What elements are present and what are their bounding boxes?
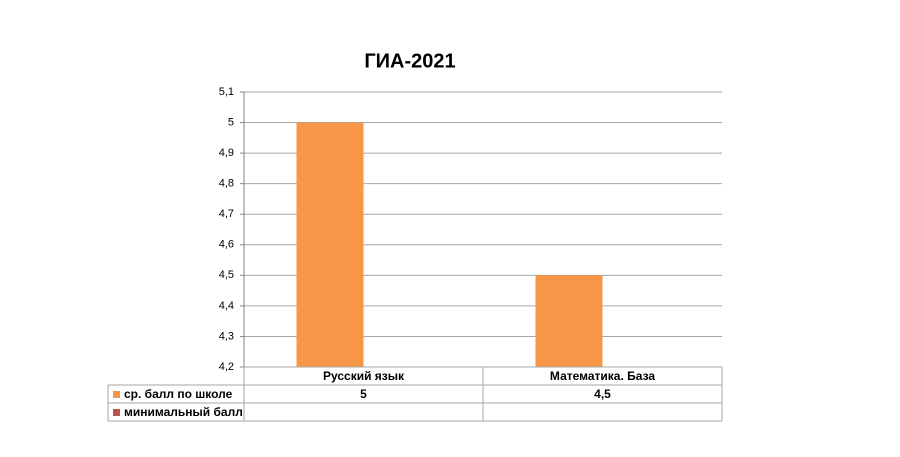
y-tick-label: 4,2 <box>219 361 234 373</box>
y-tick-label: 4,7 <box>219 208 234 220</box>
y-tick-label: 4,8 <box>219 178 234 190</box>
bar <box>296 122 364 367</box>
y-tick-label: 4,3 <box>219 330 234 342</box>
y-tick-label: 4,5 <box>219 269 234 281</box>
x-tick-label: Математика. База <box>550 369 655 383</box>
legend-label: ср. балл по школе <box>124 387 233 401</box>
y-tick-label: 4,9 <box>219 147 234 159</box>
y-tick-label: 4,6 <box>219 239 234 251</box>
table-value: 5 <box>360 387 367 401</box>
legend-swatch <box>113 409 120 416</box>
bar <box>535 275 603 367</box>
y-tick-label: 4,4 <box>219 300 234 312</box>
y-tick-label: 5 <box>228 116 234 128</box>
y-tick-label: 5,1 <box>219 86 234 98</box>
table-value: 4,5 <box>594 387 611 401</box>
legend-swatch <box>113 391 120 398</box>
legend-label: минимальный балл <box>124 405 243 419</box>
x-tick-label: Русский язык <box>323 369 405 383</box>
chart-title: ГИА-2021 <box>364 50 455 72</box>
